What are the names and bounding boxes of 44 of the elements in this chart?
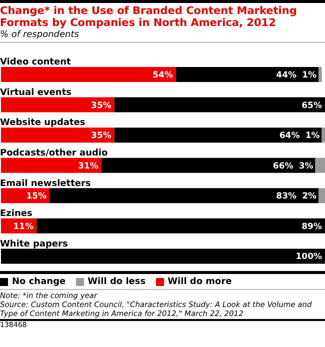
data-label: 64% (279, 131, 300, 142)
y-tick-label: Website updates (0, 118, 86, 128)
bar (1, 158, 102, 173)
y-tick-label: Email newsletters (0, 178, 91, 189)
data-label: 35% (91, 100, 112, 111)
data-label: 89% (302, 222, 322, 232)
data-label: 35% (91, 131, 112, 142)
bar (176, 67, 319, 82)
data-label: 100% (296, 252, 322, 262)
data-label: 66% (272, 161, 294, 172)
data-label: 83% (276, 192, 297, 202)
y-tick-label: Ezines (0, 209, 32, 220)
bar (318, 188, 325, 204)
bar (322, 128, 325, 143)
bar (1, 128, 114, 143)
legend-label: No change (12, 277, 66, 287)
data-label: 11% (13, 222, 34, 232)
y-tick-label: Virtual events (0, 88, 72, 98)
data-label: 1% (302, 70, 317, 80)
legend-label: Will do more (168, 277, 232, 287)
data-label: 65% (302, 100, 322, 111)
bar (318, 67, 322, 82)
legend-label: Will do less (88, 277, 146, 287)
y-tick-label: White papers (0, 239, 68, 250)
data-label: 2% (302, 192, 317, 202)
bar (114, 97, 325, 112)
data-label: 15% (26, 192, 48, 202)
data-label: 54% (152, 70, 174, 80)
data-label: 1% (305, 131, 320, 142)
y-tick-label: Podcasts/other audio (0, 148, 108, 158)
bar (101, 158, 316, 173)
chart-subtitle: % of respondents (0, 30, 325, 43)
data-label: 3% (298, 161, 314, 172)
bar (36, 218, 325, 234)
y-tick-label: Video content (0, 58, 72, 68)
bar (1, 67, 176, 82)
data-label: 44% (276, 70, 297, 80)
bar (1, 248, 325, 264)
data-label: 31% (78, 161, 99, 172)
bar (50, 188, 319, 204)
chart-title: Change* in the Use of Branded Content Marketing Formats by Companies in North America, 2012 (0, 5, 298, 29)
bar (315, 158, 325, 173)
bar (114, 128, 322, 143)
bar (1, 97, 114, 112)
